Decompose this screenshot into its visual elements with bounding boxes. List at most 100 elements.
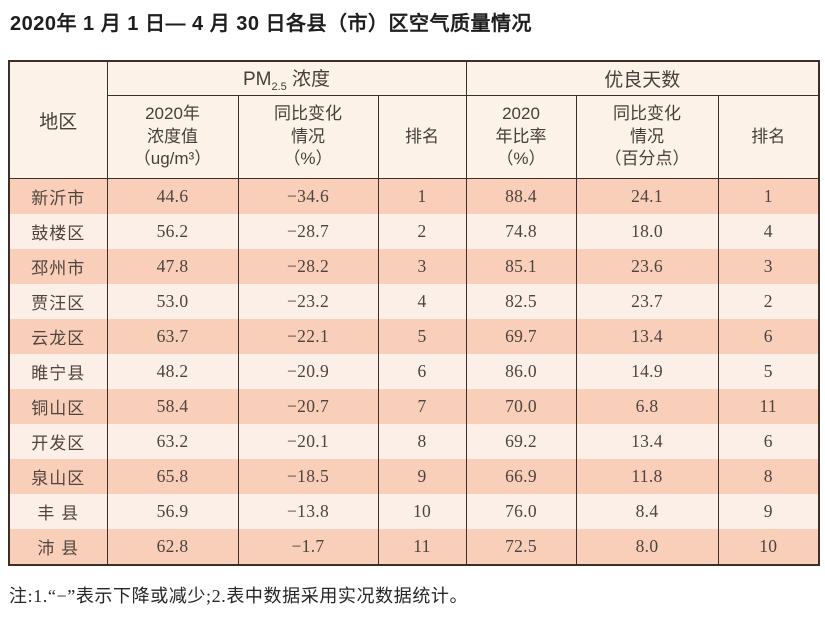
pm-rank-cell: 5	[377, 319, 467, 354]
header-sub-row: 2020年 浓度值 （ug/m³） 同比变化 情况 （%） 排名 2020 年比…	[9, 95, 820, 179]
column-header-region: 地区	[8, 61, 108, 179]
column-header-days-rate: 2020 年比率 （%）	[465, 95, 577, 179]
days-rate-cell: 74.8	[465, 214, 577, 249]
days-rate-cell: 86.0	[465, 354, 577, 389]
column-header-pm-rank: 排名	[377, 95, 467, 179]
days-rate-cell: 82.5	[465, 284, 577, 319]
pm-value-cell: 58.4	[106, 389, 239, 424]
pm-label-suffix: 浓度	[286, 69, 331, 91]
table-row: 开发区 63.2 −20.1 8 69.2 13.4 6	[8, 424, 820, 459]
pm-rank-cell: 1	[377, 178, 467, 214]
days-rank-cell: 6	[717, 319, 820, 354]
region-cell: 开发区	[8, 424, 108, 459]
region-cell: 新沂市	[8, 178, 108, 214]
pm-change-cell: −18.5	[237, 459, 379, 494]
pm-label-prefix: PM	[242, 69, 272, 91]
pm-change-cell: −28.7	[237, 214, 379, 249]
table-header: 地区 PM2.5 浓度 优良天数 2020年 浓度值 （ug/m³） 同比变化 …	[8, 61, 820, 179]
region-cell: 睢宁县	[8, 354, 108, 389]
days-rate-cell: 72.5	[465, 529, 577, 565]
pm-value-cell: 56.9	[106, 494, 239, 529]
region-cell: 鼓楼区	[8, 214, 108, 249]
days-change-cell: 8.4	[575, 494, 719, 529]
region-cell: 邳州市	[8, 249, 108, 284]
pm-rank-cell: 9	[377, 459, 467, 494]
air-quality-table: 地区 PM2.5 浓度 优良天数 2020年 浓度值 （ug/m³） 同比变化 …	[8, 60, 821, 566]
region-cell: 泉山区	[8, 459, 108, 494]
column-group-good-days: 优良天数	[465, 61, 820, 96]
table-row: 鼓楼区 56.2 −28.7 2 74.8 18.0 4	[8, 214, 820, 249]
pm-change-cell: −13.8	[237, 494, 379, 529]
pm-rank-cell: 2	[377, 214, 467, 249]
pm-change-cell: −20.9	[237, 354, 379, 389]
days-rank-cell: 4	[717, 214, 820, 249]
table-row: 丰 县 56.9 −13.8 10 76.0 8.4 9	[8, 494, 820, 529]
pm-rank-cell: 6	[377, 354, 467, 389]
pm-rank-cell: 4	[377, 284, 467, 319]
pm-value-cell: 48.2	[106, 354, 239, 389]
pm-rank-cell: 8	[377, 424, 467, 459]
table-row: 贾汪区 53.0 −23.2 4 82.5 23.7 2	[8, 284, 820, 319]
days-rate-cell: 69.2	[465, 424, 577, 459]
region-cell: 沛 县	[8, 529, 108, 565]
pm-value-cell: 56.2	[106, 214, 239, 249]
table-row: 睢宁县 48.2 −20.9 6 86.0 14.9 5	[8, 354, 820, 389]
days-change-cell: 24.1	[575, 178, 719, 214]
table-body: 新沂市 44.6 −34.6 1 88.4 24.1 1 鼓楼区 56.2 −2…	[8, 178, 820, 565]
days-rank-cell: 9	[717, 494, 820, 529]
pm-rank-cell: 3	[377, 249, 467, 284]
pm-change-cell: −20.7	[237, 389, 379, 424]
footnote: 注:1.“−”表示下降或减少;2.表中数据采用实况数据统计。	[9, 586, 469, 606]
days-rank-cell: 2	[717, 284, 820, 319]
pm-change-cell: −20.1	[237, 424, 379, 459]
page-title: 2020年 1 月 1 日— 4 月 30 日各县（市）区空气质量情况	[10, 13, 533, 35]
days-rank-cell: 10	[717, 529, 820, 565]
region-cell: 贾汪区	[8, 284, 108, 319]
days-rank-cell: 8	[717, 459, 820, 494]
pm-value-cell: 53.0	[106, 284, 239, 319]
days-rate-cell: 85.1	[465, 249, 577, 284]
table-row: 邳州市 47.8 −28.2 3 85.1 23.6 3	[8, 249, 820, 284]
pm-value-cell: 63.7	[106, 319, 239, 354]
days-rank-cell: 1	[717, 178, 820, 214]
days-change-cell: 6.8	[575, 389, 719, 424]
pm-rank-cell: 7	[377, 389, 467, 424]
pm-value-cell: 65.8	[106, 459, 239, 494]
column-header-pm-change: 同比变化 情况 （%）	[237, 95, 379, 179]
pm-rank-cell: 11	[377, 529, 467, 565]
days-change-cell: 23.6	[575, 249, 719, 284]
pm-rank-cell: 10	[377, 494, 467, 529]
days-rate-cell: 66.9	[465, 459, 577, 494]
pm-value-cell: 47.8	[106, 249, 239, 284]
region-cell: 丰 县	[8, 494, 108, 529]
pm-change-cell: −34.6	[237, 178, 379, 214]
region-cell: 铜山区	[8, 389, 108, 424]
pm-change-cell: −1.7	[237, 529, 379, 565]
days-change-cell: 8.0	[575, 529, 719, 565]
days-rate-cell: 70.0	[465, 389, 577, 424]
pm-value-cell: 62.8	[106, 529, 239, 565]
pm-change-cell: −23.2	[237, 284, 379, 319]
pm-change-cell: −22.1	[237, 319, 379, 354]
days-rank-cell: 5	[717, 354, 820, 389]
days-rank-cell: 11	[717, 389, 820, 424]
column-header-pm-value: 2020年 浓度值 （ug/m³）	[106, 95, 239, 179]
table-row: 新沂市 44.6 −34.6 1 88.4 24.1 1	[8, 178, 820, 214]
days-rank-cell: 3	[717, 249, 820, 284]
table-row: 泉山区 65.8 −18.5 9 66.9 11.8 8	[8, 459, 820, 494]
pm-change-cell: −28.2	[237, 249, 379, 284]
days-change-cell: 23.7	[575, 284, 719, 319]
days-rank-cell: 6	[717, 424, 820, 459]
days-change-cell: 11.8	[575, 459, 719, 494]
pm-label-subscript: 2.5	[271, 80, 287, 93]
table-row: 云龙区 63.7 −22.1 5 69.7 13.4 6	[8, 319, 820, 354]
column-header-days-change: 同比变化 情况 （百分点）	[575, 95, 719, 179]
header-group-row: 地区 PM2.5 浓度 优良天数	[8, 61, 820, 179]
table-row: 沛 县 62.8 −1.7 11 72.5 8.0 10	[8, 529, 820, 565]
days-change-cell: 13.4	[575, 319, 719, 354]
days-rate-cell: 69.7	[465, 319, 577, 354]
column-group-pm25: PM2.5 浓度	[106, 61, 467, 96]
pm-value-cell: 44.6	[106, 178, 239, 214]
column-header-days-rank: 排名	[717, 95, 820, 179]
